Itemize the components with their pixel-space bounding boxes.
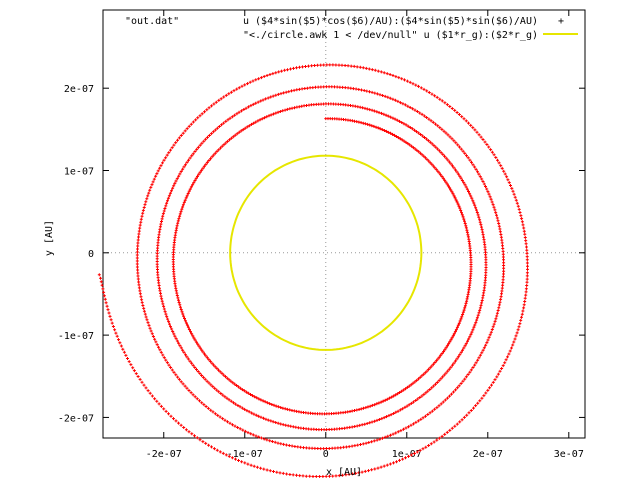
y-tick-label: 0 [88, 249, 94, 260]
legend-series-2-label: "<./circle.awk 1 < /dev/null" u ($1*r_g)… [243, 30, 538, 41]
y-axis-label: y [AU] [44, 220, 55, 256]
plot-frame [102, 9, 586, 439]
x-tick-label: -2e-07 [146, 449, 182, 460]
series-1-points [97, 63, 529, 478]
x-tick-label: 0 [323, 449, 329, 460]
y-tick-label: 2e-07 [64, 84, 94, 95]
legend: "out.dat" u ($4*sin($5)*cos($6)/AU):($4*… [125, 16, 578, 41]
ticks: -2e-07 -1e-07 0 1e-07 2e-07 3e-07 -2e-07 -1e-07… [58, 10, 585, 460]
x-tick-label: 3e-07 [554, 449, 584, 460]
x-tick-label: 1e-07 [392, 449, 422, 460]
zero-axes [103, 10, 585, 438]
x-tick-label: 2e-07 [473, 449, 503, 460]
legend-series-1-marker: + [558, 16, 564, 27]
x-tick-label: -1e-07 [227, 449, 263, 460]
legend-series-1-label: u ($4*sin($5)*cos($6)/AU):($4*sin($5)*si… [243, 16, 538, 27]
y-tick-label: 1e-07 [64, 167, 94, 178]
legend-file-label: "out.dat" [125, 16, 179, 27]
series-layer [97, 63, 529, 478]
y-tick-label: -2e-07 [58, 413, 94, 424]
series-2-line [229, 154, 423, 351]
x-axis-label: x [AU] [326, 467, 362, 478]
y-tick-label: -1e-07 [58, 331, 94, 342]
